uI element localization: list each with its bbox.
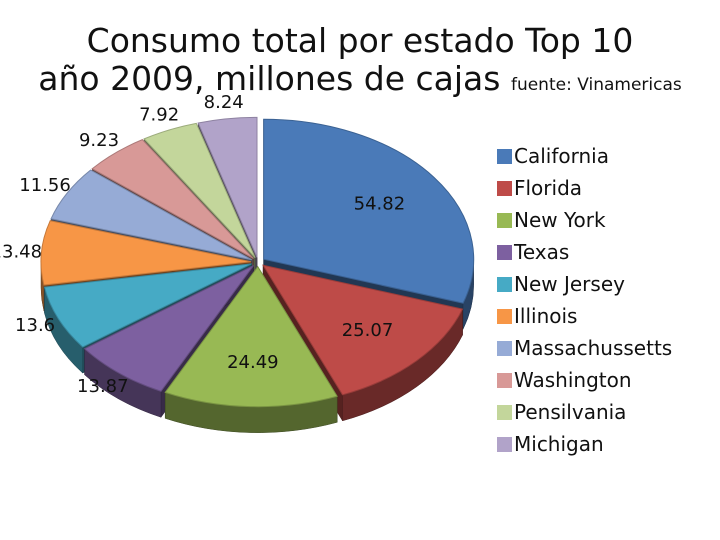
slice-washington (91, 139, 254, 259)
source-note: fuente: Vinamericas (510, 75, 682, 95)
slice-florida (262, 264, 464, 396)
legend-swatch (497, 404, 512, 420)
legend-item-massachussetts: Massachussetts (497, 332, 672, 364)
slice-massachussetts (50, 169, 253, 261)
legend-swatch (497, 244, 512, 260)
legend-swatch (497, 276, 512, 292)
slice-new-york (164, 265, 338, 408)
data-label-massachussetts: 11.56 (19, 175, 71, 196)
legend-label: Texas (514, 240, 570, 264)
data-label-california: 54.82 (354, 193, 406, 214)
data-label-washington: 9.23 (79, 130, 119, 151)
legend-swatch (497, 308, 512, 324)
legend-item-washington: Washington (497, 364, 672, 396)
legend-item-florida: Florida (497, 172, 672, 204)
legend-label: Pensilvania (514, 400, 627, 424)
legend-label: California (514, 144, 609, 168)
legend-item-illinois: Illinois (497, 300, 672, 332)
title-line-2: año 2009, millones de cajas fuente: Vina… (0, 60, 720, 104)
legend-label: New York (514, 208, 606, 232)
legend-swatch (497, 212, 512, 228)
data-label-pensilvania: 7.92 (139, 105, 179, 126)
slice-michigan (197, 116, 258, 258)
chart-title: Consumo total por estado Top 10 año 2009… (0, 22, 720, 104)
legend-swatch (497, 340, 512, 356)
legend-item-texas: Texas (497, 236, 672, 268)
data-label-new-york: 24.49 (227, 352, 279, 373)
chart-legend: California Florida New York Texas New Jersey… (497, 140, 672, 460)
legend-item-michigan: Michigan (497, 428, 672, 460)
title-line-1: Consumo total por estado Top 10 (86, 21, 634, 60)
slice-new-jersey (43, 263, 252, 348)
legend-item-new-york: New York (497, 204, 672, 236)
title-line-2-text: año 2009, millones de cajas (38, 59, 501, 98)
legend-label: Massachussetts (514, 336, 673, 360)
legend-label: Washington (514, 368, 632, 392)
legend-item-pensilvania: Pensilvania (497, 396, 672, 428)
data-label-florida: 25.07 (342, 320, 394, 341)
slice-pensilvania (143, 122, 256, 259)
slice-california (263, 118, 475, 304)
legend-label: Michigan (514, 432, 604, 456)
data-label-texas: 13.87 (77, 376, 129, 397)
legend-label: Florida (514, 176, 583, 200)
legend-item-new-jersey: New Jersey (497, 268, 672, 300)
data-label-new-jersey: 13.6 (15, 315, 55, 336)
legend-swatch (497, 180, 512, 196)
legend-swatch (497, 436, 512, 452)
slice-texas (83, 265, 254, 392)
data-label-illinois: 13.48 (0, 242, 42, 263)
legend-swatch (497, 372, 512, 388)
legend-label: Illinois (514, 304, 578, 328)
legend-item-california: California (497, 140, 672, 172)
legend-swatch (497, 148, 512, 164)
data-label-michigan: 8.24 (204, 92, 244, 113)
slice-illinois (40, 220, 252, 286)
legend-label: New Jersey (514, 272, 625, 296)
